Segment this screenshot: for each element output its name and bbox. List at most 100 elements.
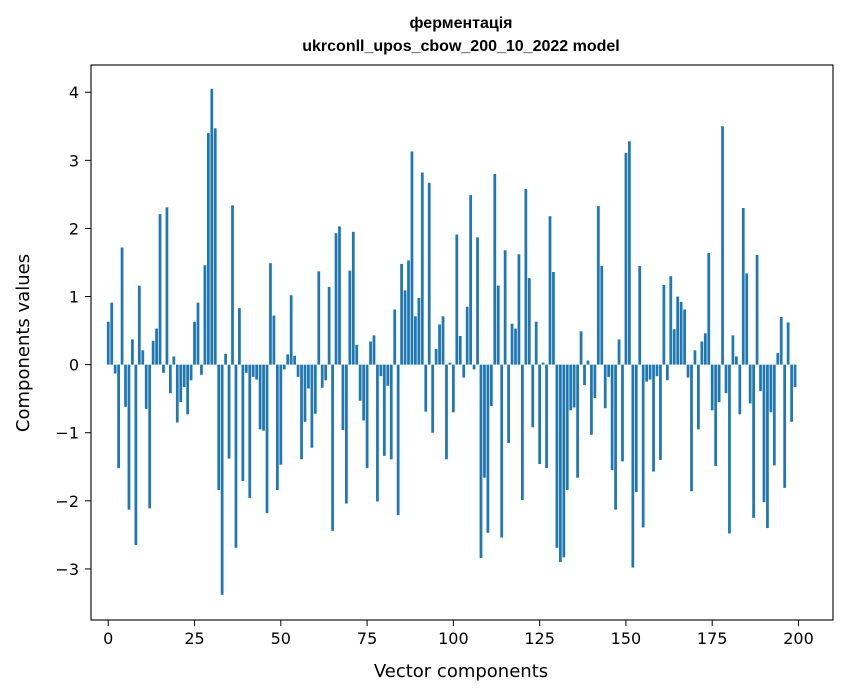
bar-7 xyxy=(131,339,134,365)
bar-166 xyxy=(679,301,683,365)
bar-103 xyxy=(462,364,466,378)
bar-161 xyxy=(662,284,666,365)
bar-199 xyxy=(793,364,797,388)
bar-160 xyxy=(659,364,662,460)
bar-91 xyxy=(420,172,424,365)
bar-113 xyxy=(496,285,500,365)
bar-132 xyxy=(562,364,566,558)
bar-106 xyxy=(472,364,476,370)
bar-167 xyxy=(683,309,686,365)
bar-79 xyxy=(379,364,383,377)
plot-frame xyxy=(90,64,834,621)
bar-189 xyxy=(759,364,762,392)
bar-187 xyxy=(752,364,755,518)
bar-48 xyxy=(272,315,276,365)
y-axis-label: Components values xyxy=(13,254,34,432)
bar-20 xyxy=(175,364,179,423)
bar-50 xyxy=(279,364,283,465)
bar-110 xyxy=(486,364,490,533)
y-tick-label: −3 xyxy=(55,560,79,579)
bar-58 xyxy=(307,364,310,389)
y-tick-label: 1 xyxy=(69,288,79,307)
bar-197 xyxy=(786,322,790,365)
bar-90 xyxy=(417,297,421,365)
bar-57 xyxy=(303,364,307,422)
bar-19 xyxy=(172,356,176,365)
bar-188 xyxy=(755,254,759,365)
bar-139 xyxy=(586,360,590,365)
x-tick-label: 100 xyxy=(438,629,469,648)
bar-40 xyxy=(244,364,248,373)
y-tick-label: 2 xyxy=(69,219,79,238)
x-tick-label: 150 xyxy=(611,629,642,648)
bar-47 xyxy=(269,263,272,365)
bar-42 xyxy=(251,364,255,377)
bar-89 xyxy=(414,316,417,365)
bar-128 xyxy=(548,216,552,365)
bar-37 xyxy=(234,364,238,548)
bar-193 xyxy=(772,364,776,466)
bar-109 xyxy=(483,364,486,478)
bar-174 xyxy=(707,252,711,365)
bar-152 xyxy=(631,364,635,568)
bar-165 xyxy=(676,296,680,365)
bar-13 xyxy=(151,340,155,365)
bar-74 xyxy=(362,364,366,421)
bar-99 xyxy=(448,362,452,365)
bar-185 xyxy=(745,273,749,365)
bar-2 xyxy=(113,364,117,374)
bar-141 xyxy=(593,364,597,398)
bar-36 xyxy=(231,205,234,365)
bar-86 xyxy=(403,290,407,365)
bar-145 xyxy=(607,364,611,377)
bar-55 xyxy=(296,364,300,377)
bars-group xyxy=(106,88,797,595)
bar-12 xyxy=(148,364,152,509)
bar-136 xyxy=(576,364,579,478)
bar-53 xyxy=(289,295,293,365)
bar-95 xyxy=(434,348,438,365)
x-tick-label: 50 xyxy=(271,629,291,648)
bar-121 xyxy=(524,188,528,365)
bar-27 xyxy=(200,364,203,375)
bar-111 xyxy=(489,364,493,407)
bar-130 xyxy=(555,364,559,548)
bar-9 xyxy=(137,285,141,365)
bar-73 xyxy=(358,364,362,401)
bar-81 xyxy=(386,364,390,386)
bar-3 xyxy=(117,364,120,469)
bar-32 xyxy=(217,364,221,490)
bar-173 xyxy=(703,333,707,365)
bar-51 xyxy=(282,364,286,370)
bar-4 xyxy=(120,247,124,365)
bar-6 xyxy=(127,364,131,510)
bar-172 xyxy=(700,341,704,365)
bar-198 xyxy=(790,364,793,422)
bar-114 xyxy=(500,364,504,538)
bar-30 xyxy=(210,88,214,365)
bar-127 xyxy=(545,364,548,469)
bar-170 xyxy=(693,350,697,365)
bar-164 xyxy=(672,329,676,365)
bar-21 xyxy=(179,364,183,403)
bar-34 xyxy=(224,353,227,365)
bar-76 xyxy=(369,341,372,365)
bar-43 xyxy=(255,364,259,380)
bar-134 xyxy=(569,364,573,411)
bar-8 xyxy=(134,364,138,546)
bar-11 xyxy=(144,364,148,409)
bar-18 xyxy=(169,364,172,394)
bar-15 xyxy=(158,214,162,365)
bar-155 xyxy=(641,364,645,528)
bar-178 xyxy=(721,126,724,365)
bar-146 xyxy=(610,364,614,471)
bar-159 xyxy=(655,364,659,377)
bar-45 xyxy=(262,364,265,431)
bar-171 xyxy=(697,364,700,430)
bar-31 xyxy=(213,128,217,365)
bar-61 xyxy=(317,271,321,365)
bar-59 xyxy=(310,364,314,448)
bar-148 xyxy=(617,339,621,365)
bar-39 xyxy=(241,364,245,482)
